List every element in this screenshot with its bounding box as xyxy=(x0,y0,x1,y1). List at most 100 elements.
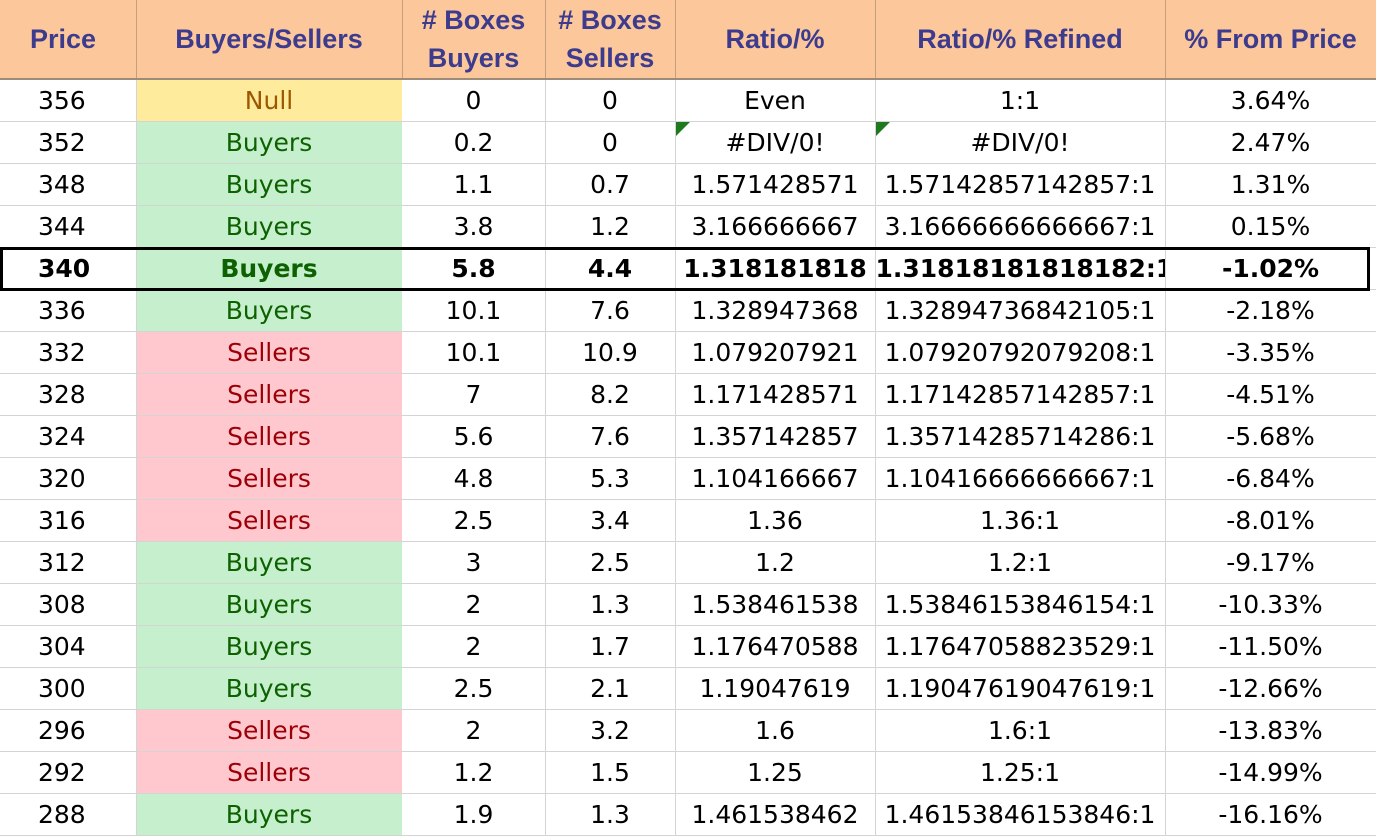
header-boxes-buyers[interactable]: # Boxes Buyers xyxy=(402,0,546,80)
pct-from-price-cell[interactable]: -5.68% xyxy=(1165,415,1376,458)
boxes-buyers-cell[interactable]: 5.6 xyxy=(402,415,546,458)
boxes-buyers-cell[interactable]: 1.1 xyxy=(402,163,546,206)
pct-from-price-cell[interactable]: -10.33% xyxy=(1165,583,1376,626)
boxes-buyers-cell[interactable]: 2.5 xyxy=(402,667,546,710)
header-buyers-sellers[interactable]: Buyers/Sellers xyxy=(136,0,403,80)
price-cell[interactable]: 308 xyxy=(0,583,137,626)
price-cell[interactable]: 304 xyxy=(0,625,137,668)
boxes-buyers-cell[interactable]: 1.2 xyxy=(402,751,546,794)
pct-from-price-cell[interactable]: -4.51% xyxy=(1165,373,1376,416)
boxes-buyers-cell[interactable]: 10.1 xyxy=(402,331,546,374)
ratio-refined-cell[interactable]: 1.46153846153846:1 xyxy=(875,793,1166,836)
pct-from-price-cell[interactable]: 2.47% xyxy=(1165,121,1376,164)
boxes-buyers-cell[interactable]: 7 xyxy=(402,373,546,416)
boxes-sellers-cell[interactable]: 8.2 xyxy=(545,373,676,416)
boxes-sellers-cell[interactable]: 2.5 xyxy=(545,541,676,584)
price-cell[interactable]: 348 xyxy=(0,163,137,206)
pct-from-price-cell[interactable]: -2.18% xyxy=(1165,289,1376,332)
boxes-sellers-cell[interactable]: 0 xyxy=(545,121,676,164)
ratio-refined-cell[interactable]: 1.32894736842105:1 xyxy=(875,289,1166,332)
pct-from-price-cell[interactable]: 1.31% xyxy=(1165,163,1376,206)
ratio-cell[interactable]: #DIV/0! xyxy=(675,121,876,164)
ratio-cell[interactable]: 1.176470588 xyxy=(675,625,876,668)
price-cell[interactable]: 328 xyxy=(0,373,137,416)
ratio-refined-cell[interactable]: 1.25:1 xyxy=(875,751,1166,794)
price-cell[interactable]: 300 xyxy=(0,667,137,710)
ratio-cell[interactable]: 1.6 xyxy=(675,709,876,752)
price-cell[interactable]: 352 xyxy=(0,121,137,164)
ratio-refined-cell[interactable]: 1.17647058823529:1 xyxy=(875,625,1166,668)
buyers-sellers-cell[interactable]: Buyers xyxy=(136,793,403,836)
ratio-refined-cell[interactable]: 1.36:1 xyxy=(875,499,1166,542)
pct-from-price-cell[interactable]: -16.16% xyxy=(1165,793,1376,836)
ratio-refined-cell[interactable]: 1.53846153846154:1 xyxy=(875,583,1166,626)
buyers-sellers-cell[interactable]: Buyers xyxy=(136,289,403,332)
boxes-buyers-cell[interactable]: 2 xyxy=(402,709,546,752)
boxes-buyers-cell[interactable]: 2 xyxy=(402,625,546,668)
header-ratio-refined[interactable]: Ratio/% Refined xyxy=(875,0,1166,80)
ratio-cell[interactable]: Even xyxy=(675,79,876,122)
pct-from-price-cell[interactable]: -13.83% xyxy=(1165,709,1376,752)
ratio-cell[interactable]: 3.166666667 xyxy=(675,205,876,248)
boxes-sellers-cell[interactable]: 7.6 xyxy=(545,415,676,458)
price-cell[interactable]: 288 xyxy=(0,793,137,836)
ratio-refined-cell[interactable]: 1.10416666666667:1 xyxy=(875,457,1166,500)
header-price[interactable]: Price xyxy=(0,0,137,80)
buyers-sellers-cell[interactable]: Sellers xyxy=(136,415,403,458)
ratio-cell[interactable]: 1.104166667 xyxy=(675,457,876,500)
pct-from-price-cell[interactable]: -14.99% xyxy=(1165,751,1376,794)
ratio-cell[interactable]: 1.538461538 xyxy=(675,583,876,626)
buyers-sellers-cell[interactable]: Buyers xyxy=(136,121,403,164)
price-cell[interactable]: 332 xyxy=(0,331,137,374)
ratio-refined-cell[interactable]: 1:1 xyxy=(875,79,1166,122)
boxes-sellers-cell[interactable]: 10.9 xyxy=(545,331,676,374)
ratio-refined-cell[interactable]: 1.6:1 xyxy=(875,709,1166,752)
ratio-cell[interactable]: 1.571428571 xyxy=(675,163,876,206)
pct-from-price-cell[interactable]: -3.35% xyxy=(1165,331,1376,374)
buyers-sellers-cell[interactable]: Sellers xyxy=(136,373,403,416)
buyers-sellers-cell[interactable]: Null xyxy=(136,79,403,122)
boxes-sellers-cell[interactable]: 0.7 xyxy=(545,163,676,206)
pct-from-price-cell[interactable]: -6.84% xyxy=(1165,457,1376,500)
ratio-refined-cell[interactable]: 1.07920792079208:1 xyxy=(875,331,1166,374)
price-cell[interactable]: 356 xyxy=(0,79,137,122)
ratio-refined-cell[interactable]: 3.16666666666667:1 xyxy=(875,205,1166,248)
buyers-sellers-cell[interactable]: Buyers xyxy=(136,247,403,290)
pct-from-price-cell[interactable]: 0.15% xyxy=(1165,205,1376,248)
price-cell[interactable]: 324 xyxy=(0,415,137,458)
buyers-sellers-cell[interactable]: Buyers xyxy=(136,205,403,248)
ratio-refined-cell[interactable]: 1.17142857142857:1 xyxy=(875,373,1166,416)
buyers-sellers-cell[interactable]: Buyers xyxy=(136,625,403,668)
boxes-buyers-cell[interactable]: 0.2 xyxy=(402,121,546,164)
ratio-cell[interactable]: 1.328947368 xyxy=(675,289,876,332)
boxes-sellers-cell[interactable]: 2.1 xyxy=(545,667,676,710)
boxes-sellers-cell[interactable]: 3.4 xyxy=(545,499,676,542)
price-cell[interactable]: 312 xyxy=(0,541,137,584)
ratio-cell[interactable]: 1.2 xyxy=(675,541,876,584)
price-cell[interactable]: 316 xyxy=(0,499,137,542)
ratio-refined-cell[interactable]: 1.57142857142857:1 xyxy=(875,163,1166,206)
boxes-buyers-cell[interactable]: 2.5 xyxy=(402,499,546,542)
boxes-sellers-cell[interactable]: 0 xyxy=(545,79,676,122)
ratio-cell[interactable]: 1.36 xyxy=(675,499,876,542)
boxes-sellers-cell[interactable]: 3.2 xyxy=(545,709,676,752)
pct-from-price-cell[interactable]: -11.50% xyxy=(1165,625,1376,668)
boxes-buyers-cell[interactable]: 3 xyxy=(402,541,546,584)
ratio-cell[interactable]: 1.357142857 xyxy=(675,415,876,458)
header-boxes-sellers[interactable]: # Boxes Sellers xyxy=(545,0,676,80)
ratio-cell[interactable]: 1.079207921 xyxy=(675,331,876,374)
boxes-buyers-cell[interactable]: 1.9 xyxy=(402,793,546,836)
boxes-sellers-cell[interactable]: 1.3 xyxy=(545,583,676,626)
ratio-refined-cell[interactable]: 1.2:1 xyxy=(875,541,1166,584)
ratio-refined-cell[interactable]: 1.19047619047619:1 xyxy=(875,667,1166,710)
buyers-sellers-cell[interactable]: Buyers xyxy=(136,667,403,710)
price-cell[interactable]: 340 xyxy=(0,247,137,290)
ratio-cell[interactable]: 1.461538462 xyxy=(675,793,876,836)
boxes-buyers-cell[interactable]: 3.8 xyxy=(402,205,546,248)
boxes-sellers-cell[interactable]: 1.7 xyxy=(545,625,676,668)
buyers-sellers-cell[interactable]: Sellers xyxy=(136,331,403,374)
boxes-buyers-cell[interactable]: 2 xyxy=(402,583,546,626)
boxes-buyers-cell[interactable]: 4.8 xyxy=(402,457,546,500)
ratio-cell[interactable]: 1.25 xyxy=(675,751,876,794)
price-cell[interactable]: 292 xyxy=(0,751,137,794)
